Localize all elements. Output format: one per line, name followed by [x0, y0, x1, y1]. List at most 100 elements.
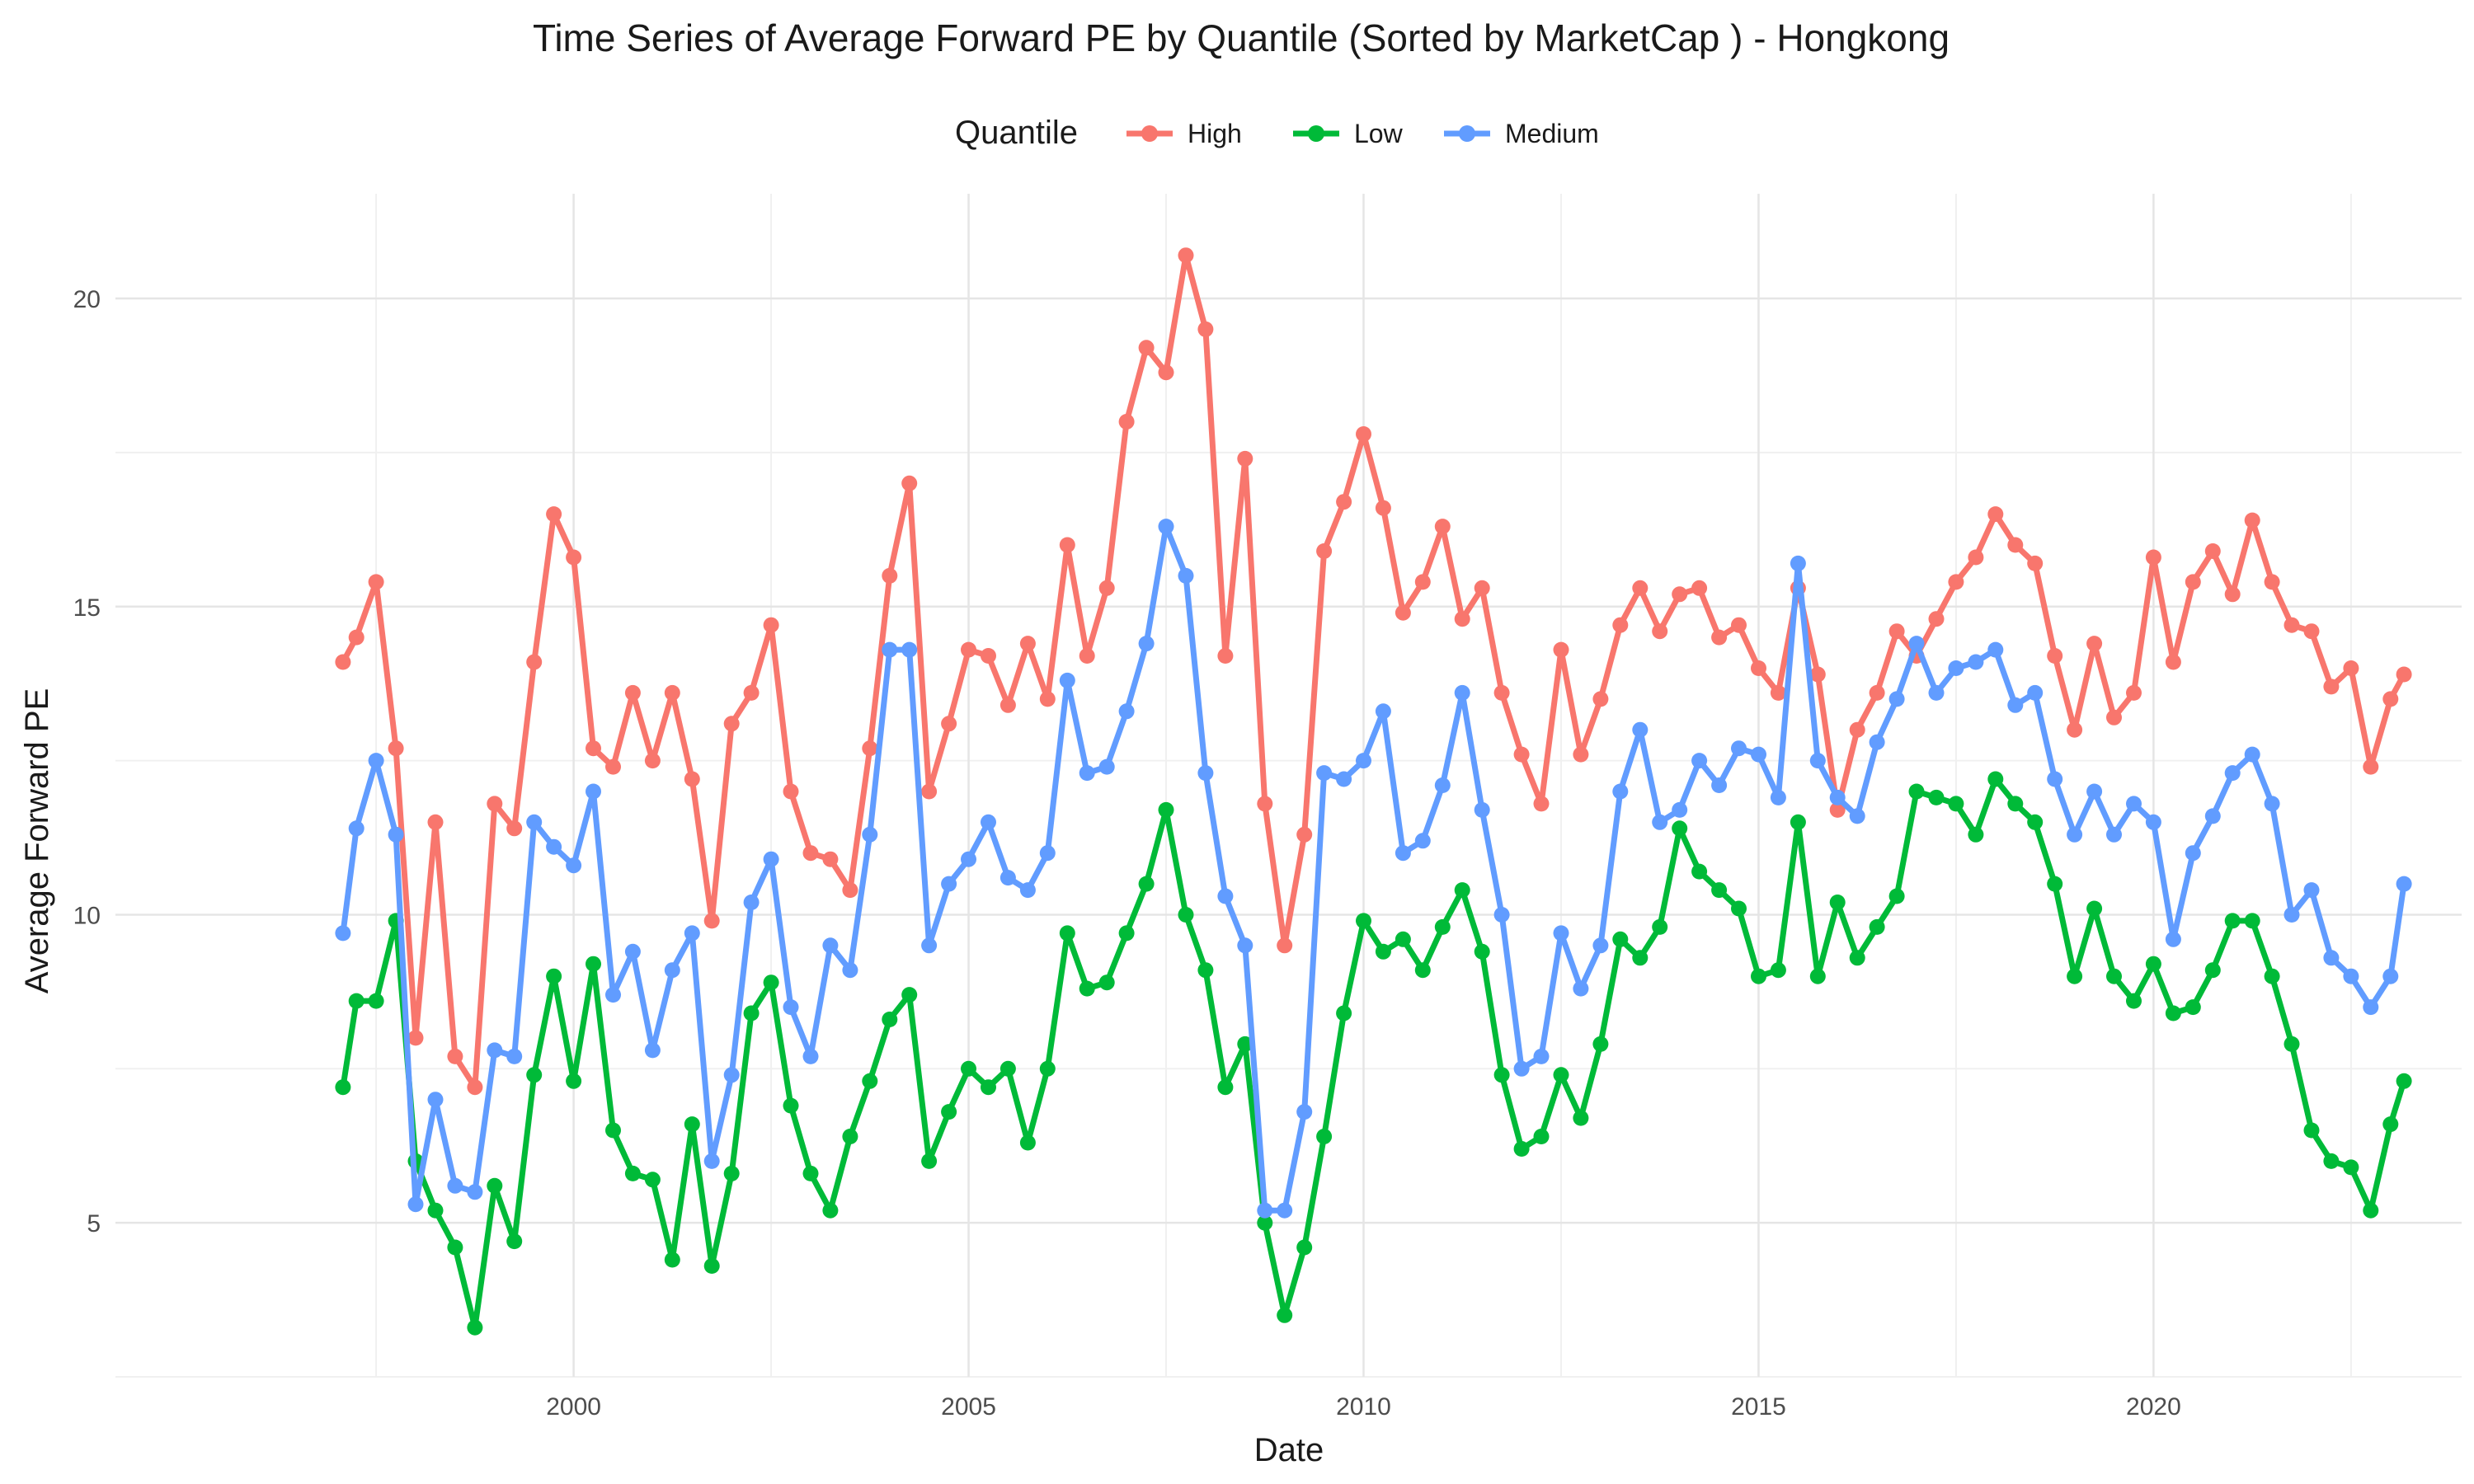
data-point-high [2106, 709, 2122, 726]
data-point-low [2047, 876, 2063, 892]
data-point-high [407, 1030, 424, 1046]
data-point-high [605, 758, 621, 775]
data-point-medium [2303, 882, 2320, 899]
data-point-low [427, 1202, 444, 1219]
data-point-medium [1711, 777, 1728, 793]
data-point-low [961, 1060, 976, 1077]
data-point-medium [1237, 937, 1253, 954]
y-tick-label: 10 [73, 902, 101, 929]
data-point-low [1237, 1036, 1253, 1052]
data-point-medium [506, 1048, 523, 1064]
data-point-low [723, 1165, 740, 1181]
data-point-high [2007, 537, 2024, 553]
data-point-high [586, 740, 601, 757]
data-point-medium [999, 870, 1016, 886]
data-point-high [2244, 512, 2260, 528]
data-point-medium [1118, 703, 1135, 720]
data-point-low [1375, 943, 1391, 960]
data-point-low [1790, 814, 1806, 830]
data-point-low [2204, 962, 2221, 979]
data-point-high [1118, 414, 1135, 430]
data-point-high [566, 549, 582, 566]
data-point-medium [335, 925, 351, 942]
data-point-medium [487, 1042, 503, 1059]
data-point-medium [941, 876, 957, 892]
data-point-low [1908, 783, 1925, 800]
data-point-low [684, 1116, 700, 1133]
data-point-high [1888, 623, 1905, 640]
data-point-high [1237, 450, 1253, 467]
data-point-high [1217, 648, 1234, 664]
data-point-medium [862, 826, 878, 843]
data-point-low [644, 1172, 661, 1188]
legend-label-low: Low [1354, 119, 1404, 148]
data-point-medium [1414, 833, 1431, 849]
data-point-low [743, 1005, 760, 1021]
data-point-high [2303, 623, 2320, 640]
data-point-high [1434, 519, 1451, 535]
data-point-high [447, 1048, 463, 1064]
data-point-low [368, 993, 384, 1009]
data-point-low [763, 974, 779, 991]
x-tick-label: 2020 [2126, 1393, 2181, 1421]
data-point-medium [1948, 660, 1964, 676]
data-point-high [487, 796, 503, 812]
data-point-medium [763, 851, 779, 867]
data-point-medium [2165, 931, 2181, 947]
data-point-medium [1592, 937, 1609, 954]
data-point-high [2165, 654, 2181, 670]
data-point-high [1493, 684, 1510, 701]
data-point-low [882, 1012, 898, 1027]
data-point-low [1553, 1067, 1569, 1083]
data-point-low [1277, 1307, 1293, 1323]
data-point-low [1533, 1129, 1550, 1144]
data-point-low [447, 1239, 463, 1256]
y-tick-label: 15 [73, 594, 101, 622]
data-point-medium [1138, 636, 1155, 652]
data-point-medium [1632, 721, 1649, 738]
legend-key-point-high [1141, 125, 1158, 142]
data-point-high [2343, 660, 2359, 676]
data-point-low [487, 1177, 503, 1194]
data-point-medium [684, 925, 700, 942]
data-point-low [1731, 900, 1747, 917]
data-point-low [802, 1165, 819, 1181]
data-point-medium [1691, 753, 1708, 769]
data-point-medium [2323, 950, 2340, 966]
data-point-high [2067, 721, 2083, 738]
data-point-low [2363, 1202, 2379, 1219]
data-point-low [1711, 882, 1728, 899]
data-point-medium [546, 838, 562, 855]
data-point-low [2145, 956, 2161, 972]
data-point-medium [605, 987, 621, 1003]
data-point-medium [1652, 814, 1668, 830]
data-point-low [526, 1067, 543, 1083]
data-point-low [1672, 820, 1688, 837]
data-point-high [1336, 494, 1352, 510]
data-point-low [783, 1097, 799, 1114]
data-point-low [546, 968, 562, 984]
data-point-medium [1809, 753, 1826, 769]
data-point-high [842, 882, 858, 899]
data-point-high [1632, 580, 1649, 596]
data-point-low [981, 1079, 996, 1096]
data-point-high [862, 740, 878, 757]
data-point-medium [981, 814, 996, 830]
data-point-high [624, 684, 641, 701]
data-point-low [1356, 913, 1371, 929]
data-point-low [921, 1153, 938, 1169]
y-tick-label: 20 [73, 286, 101, 313]
data-point-medium [2363, 999, 2379, 1016]
data-point-high [1079, 648, 1095, 664]
data-point-low [624, 1165, 641, 1181]
data-point-medium [1849, 808, 1865, 824]
data-point-high [1178, 247, 1194, 264]
data-point-high [1395, 604, 1411, 621]
data-point-low [1829, 895, 1846, 910]
data-point-high [1928, 611, 1945, 627]
data-point-medium [1731, 740, 1747, 757]
data-point-high [348, 629, 365, 646]
x-tick-label: 2010 [1336, 1393, 1391, 1421]
data-point-high [703, 913, 720, 929]
